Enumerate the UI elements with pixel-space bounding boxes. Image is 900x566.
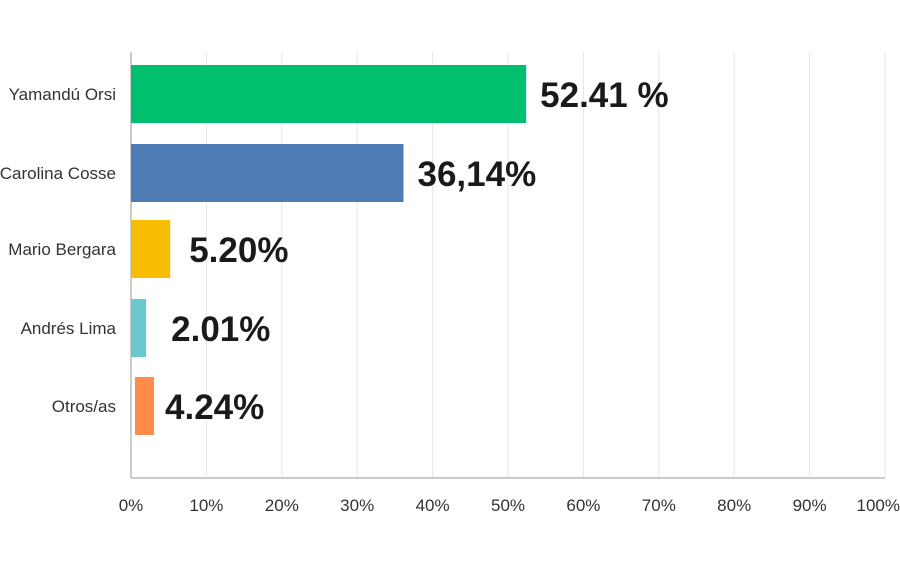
bars xyxy=(131,65,527,435)
x-tick-label: 70% xyxy=(642,496,676,515)
data-label: 5.20% xyxy=(189,231,288,270)
data-labels: 52.41 % 36,14% 5.20% 2.01% 4.24% xyxy=(165,76,669,427)
x-tick-label: 90% xyxy=(793,496,827,515)
data-label: 2.01% xyxy=(171,310,270,349)
category-label: Yamandú Orsi xyxy=(9,85,116,104)
category-labels: Yamandú Orsi Carolina Cosse Mario Bergara A… xyxy=(0,85,117,416)
x-axis-ticks: 0% 10% 20% 30% 40% 50% 60% 70% 80% 90% 100% xyxy=(119,496,900,515)
x-tick-label: 60% xyxy=(566,496,600,515)
x-tick-label: 30% xyxy=(340,496,374,515)
x-tick-label: 10% xyxy=(189,496,223,515)
x-tick-label: 20% xyxy=(265,496,299,515)
x-tick-label: 100% xyxy=(857,496,900,515)
x-tick-label: 40% xyxy=(416,496,450,515)
bar xyxy=(131,144,404,202)
bar xyxy=(131,65,527,123)
bar xyxy=(135,377,154,435)
category-label: Carolina Cosse xyxy=(0,164,116,183)
x-tick-label: 50% xyxy=(491,496,525,515)
bar xyxy=(131,299,147,357)
data-label: 4.24% xyxy=(165,388,264,427)
data-label: 36,14% xyxy=(417,155,536,194)
category-label: Otros/as xyxy=(52,397,116,416)
bar xyxy=(131,220,171,278)
data-label: 52.41 % xyxy=(540,76,668,115)
category-label: Mario Bergara xyxy=(8,240,116,259)
x-tick-label: 80% xyxy=(717,496,751,515)
category-label: Andrés Lima xyxy=(21,319,117,338)
x-tick-label: 0% xyxy=(119,496,144,515)
